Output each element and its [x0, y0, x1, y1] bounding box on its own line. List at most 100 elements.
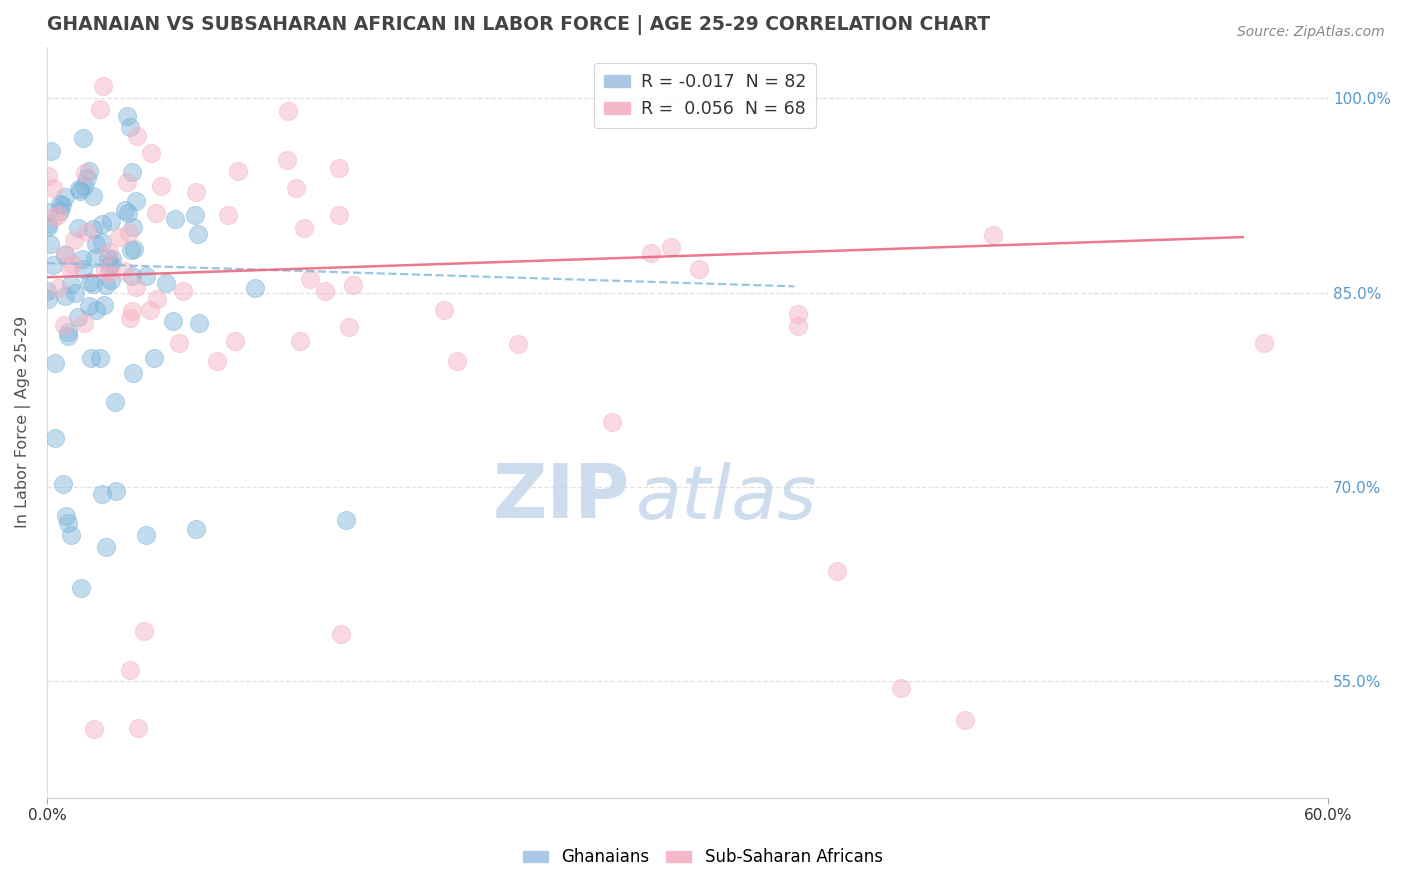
Point: [145, 206, 167, 220]
Point: [83, 723, 105, 737]
Point: [48, 204, 70, 219]
Point: [70, 252, 93, 266]
Point: [187, 316, 209, 330]
Point: [125, 128, 148, 143]
Point: [76, 170, 98, 185]
Point: [342, 278, 364, 293]
Point: [337, 319, 360, 334]
Point: [640, 246, 662, 260]
Point: [41, 144, 63, 158]
Point: [46, 281, 69, 295]
Point: [890, 681, 912, 695]
Point: [125, 280, 148, 294]
Point: [42, 210, 65, 224]
Point: [787, 318, 810, 333]
Point: [79, 275, 101, 289]
Point: [37, 205, 59, 219]
Point: [184, 185, 207, 199]
Point: [162, 314, 184, 328]
Point: [328, 208, 350, 222]
Point: [53, 289, 76, 303]
Point: [118, 311, 141, 326]
Point: [139, 302, 162, 317]
Point: [243, 281, 266, 295]
Point: [39, 237, 62, 252]
Point: [118, 120, 141, 134]
Point: [51, 198, 73, 212]
Y-axis label: In Labor Force | Age 25-29: In Labor Force | Age 25-29: [15, 317, 31, 528]
Point: [141, 145, 163, 160]
Point: [46, 208, 69, 222]
Point: [37, 292, 59, 306]
Point: [328, 161, 350, 175]
Point: [600, 415, 623, 429]
Point: [127, 722, 149, 736]
Point: [82, 189, 104, 203]
Point: [73, 178, 96, 193]
Point: [135, 528, 157, 542]
Point: [446, 354, 468, 368]
Point: [44, 356, 66, 370]
Point: [82, 222, 104, 236]
Point: [89, 351, 111, 366]
Point: [94, 278, 117, 293]
Point: [67, 182, 90, 196]
Point: [276, 153, 298, 167]
Point: [142, 351, 165, 365]
Point: [98, 259, 121, 273]
Point: [121, 269, 143, 284]
Point: [122, 366, 145, 380]
Point: [134, 624, 156, 639]
Point: [53, 246, 76, 260]
Point: [82, 277, 104, 291]
Point: [49, 196, 72, 211]
Point: [93, 263, 115, 277]
Point: [98, 266, 121, 280]
Point: [983, 227, 1005, 242]
Point: [79, 164, 101, 178]
Point: [433, 302, 456, 317]
Point: [97, 245, 120, 260]
Text: GHANAIAN VS SUBSAHARAN AFRICAN IN LABOR FORCE | AGE 25-29 CORRELATION CHART: GHANAIAN VS SUBSAHARAN AFRICAN IN LABOR …: [46, 15, 990, 35]
Point: [786, 307, 808, 321]
Point: [58, 516, 80, 531]
Point: [52, 477, 75, 491]
Point: [217, 208, 239, 222]
Point: [35, 284, 58, 298]
Point: [659, 240, 682, 254]
Point: [120, 243, 142, 257]
Point: [76, 225, 98, 239]
Point: [117, 206, 139, 220]
Point: [228, 163, 250, 178]
Point: [172, 285, 194, 299]
Point: [150, 178, 173, 193]
Point: [72, 262, 94, 277]
Point: [59, 260, 82, 275]
Point: [69, 184, 91, 198]
Point: [100, 213, 122, 227]
Point: [84, 237, 107, 252]
Point: [187, 227, 209, 241]
Point: [115, 109, 138, 123]
Point: [508, 337, 530, 351]
Point: [100, 257, 122, 271]
Point: [91, 217, 114, 231]
Point: [224, 334, 246, 349]
Point: [183, 208, 205, 222]
Point: [63, 285, 86, 300]
Point: [73, 316, 96, 330]
Point: [91, 235, 114, 250]
Point: [42, 258, 65, 272]
Point: [37, 217, 59, 231]
Point: [104, 395, 127, 409]
Point: [953, 714, 976, 728]
Point: [101, 252, 124, 266]
Point: [60, 277, 83, 291]
Point: [97, 251, 120, 265]
Point: [66, 221, 89, 235]
Text: atlas: atlas: [637, 461, 818, 533]
Point: [94, 540, 117, 554]
Point: [100, 273, 122, 287]
Point: [285, 180, 308, 194]
Point: [146, 292, 169, 306]
